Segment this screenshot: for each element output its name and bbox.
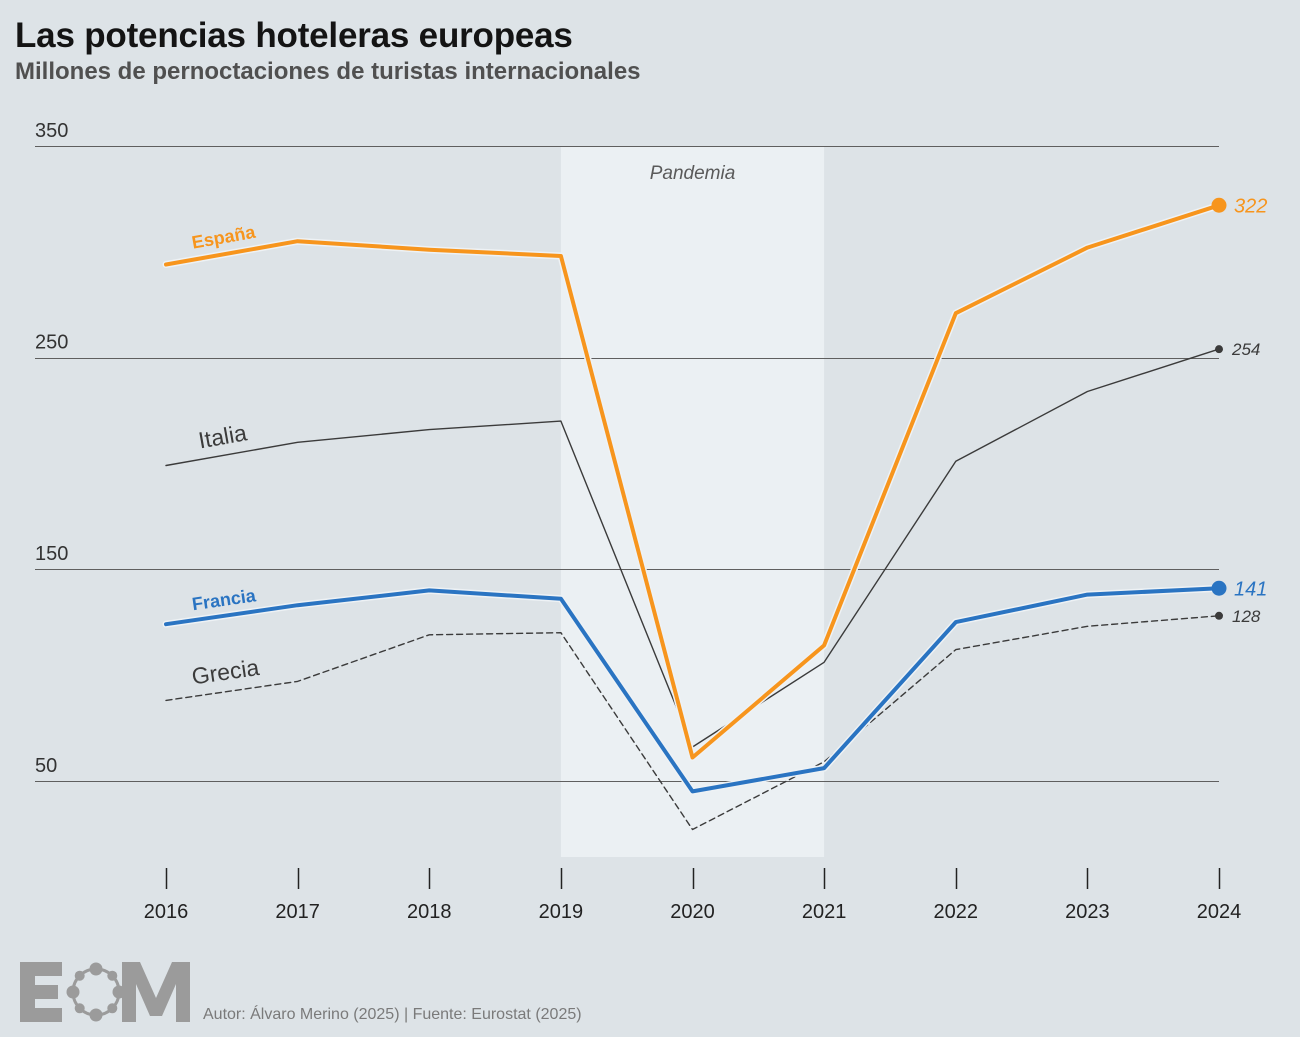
x-tick-label: 2022 — [934, 901, 979, 923]
y-tick-label: 150 — [35, 543, 68, 565]
data-point-francia-2021 — [821, 765, 827, 771]
data-point-espana-2016 — [163, 262, 169, 268]
credit-text: Autor: Álvaro Merino (2025) | Fuente: Eu… — [203, 1006, 582, 1023]
data-point-grecia-2017 — [295, 678, 301, 684]
end-label-italia: 254 — [1231, 340, 1260, 359]
data-point-espana-2018 — [426, 247, 432, 253]
data-point-francia-2016 — [163, 621, 169, 627]
series-label-grecia: Grecia — [190, 654, 261, 689]
x-tick-label: 2021 — [802, 901, 847, 923]
x-tick-label: 2016 — [144, 901, 189, 923]
data-point-italia-2022 — [953, 458, 959, 464]
data-point-espana-2021 — [821, 642, 827, 648]
logo-ring-dot — [66, 985, 80, 999]
x-tick-label: 2023 — [1065, 901, 1110, 923]
end-label-espana: 322 — [1234, 195, 1267, 217]
data-point-espana-2022 — [953, 310, 959, 316]
data-point-italia-2019 — [558, 418, 564, 424]
logo-e-middle-bar — [20, 985, 58, 999]
data-point-francia-2019 — [558, 596, 564, 602]
logo-e-top-bar — [20, 962, 62, 976]
pandemic-band-label: Pandemia — [650, 163, 736, 184]
series-group: 128 254 141 322 — [162, 195, 1267, 832]
data-point-grecia-2023 — [1084, 623, 1090, 629]
logo-e-bottom-bar — [20, 1008, 62, 1022]
data-point-italia-2021 — [821, 659, 827, 665]
end-point-espana — [1211, 197, 1227, 213]
x-tick-label: 2024 — [1197, 901, 1242, 923]
data-point-grecia-2020 — [690, 826, 696, 832]
series-grecia: 128 — [163, 607, 1261, 832]
logo-ring-dot — [107, 1003, 118, 1014]
logo-ring-dot — [74, 970, 85, 981]
highlight-bands: Pandemia — [560, 146, 825, 857]
chart-title: Las potencias hoteleras europeas — [15, 16, 573, 55]
data-point-francia-2023 — [1084, 592, 1090, 598]
x-tick-label: 2020 — [670, 901, 715, 923]
y-tick-label: 250 — [35, 332, 68, 354]
data-point-francia-2018 — [426, 587, 432, 593]
data-point-francia-2017 — [295, 602, 301, 608]
y-axis: 350 250 150 50 — [35, 120, 1219, 782]
end-label-francia: 141 — [1234, 578, 1267, 600]
logo-letter-e — [20, 962, 62, 1022]
data-point-espana-2017 — [295, 238, 301, 244]
data-point-grecia-2019 — [558, 630, 564, 636]
data-point-grecia-2018 — [426, 632, 432, 638]
series-francia: 141 — [162, 578, 1267, 795]
end-point-francia — [1211, 580, 1227, 596]
series-line-francia — [164, 586, 1221, 794]
chart-subtitle: Millones de pernoctaciones de turistas i… — [15, 58, 641, 85]
data-point-francia-2022 — [953, 619, 959, 625]
data-point-espana-2019 — [558, 253, 564, 259]
data-point-grecia-2016 — [163, 697, 169, 703]
logo-ring-dot — [74, 1003, 85, 1014]
x-tick-label: 2019 — [539, 901, 584, 923]
x-axis: 2016 2017 2018 2019 2020 2021 2022 2023 2024 — [144, 868, 1242, 923]
logo-letter-m — [122, 962, 190, 1022]
data-point-francia-2020 — [690, 788, 696, 794]
series-line-grecia — [165, 615, 1220, 831]
data-point-italia-2016 — [163, 463, 169, 469]
pandemic-band — [560, 146, 825, 857]
series-line-espana — [164, 203, 1221, 760]
end-point-grecia — [1215, 611, 1223, 620]
data-point-espana-2023 — [1084, 245, 1090, 251]
logo-ring-dot — [107, 970, 118, 981]
series-espana: 322 — [162, 195, 1267, 761]
x-tick-label: 2018 — [407, 901, 452, 923]
data-point-espana-2020 — [690, 755, 696, 761]
logo-ring-dot — [89, 962, 103, 976]
end-point-italia — [1215, 345, 1223, 354]
data-point-italia-2017 — [295, 439, 301, 445]
data-point-grecia-2022 — [953, 647, 959, 653]
data-point-italia-2023 — [1084, 388, 1090, 394]
y-tick-label: 50 — [35, 755, 57, 777]
y-tick-label: 350 — [35, 120, 68, 142]
logo-dot-ring — [66, 962, 126, 1022]
series-label-italia: Italia — [196, 419, 249, 453]
logo-ring-dot — [89, 1008, 103, 1022]
end-label-grecia: 128 — [1232, 607, 1261, 626]
x-tick-label: 2017 — [275, 901, 320, 923]
eom-logo — [20, 962, 190, 1022]
data-point-italia-2018 — [426, 427, 432, 433]
